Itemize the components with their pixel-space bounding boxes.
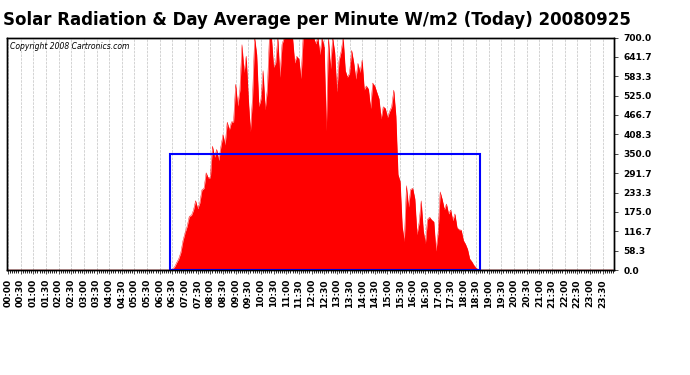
Text: Copyright 2008 Cartronics.com: Copyright 2008 Cartronics.com [10,42,129,51]
Text: Solar Radiation & Day Average per Minute W/m2 (Today) 20080925: Solar Radiation & Day Average per Minute… [3,11,631,29]
Bar [170,154,480,270]
